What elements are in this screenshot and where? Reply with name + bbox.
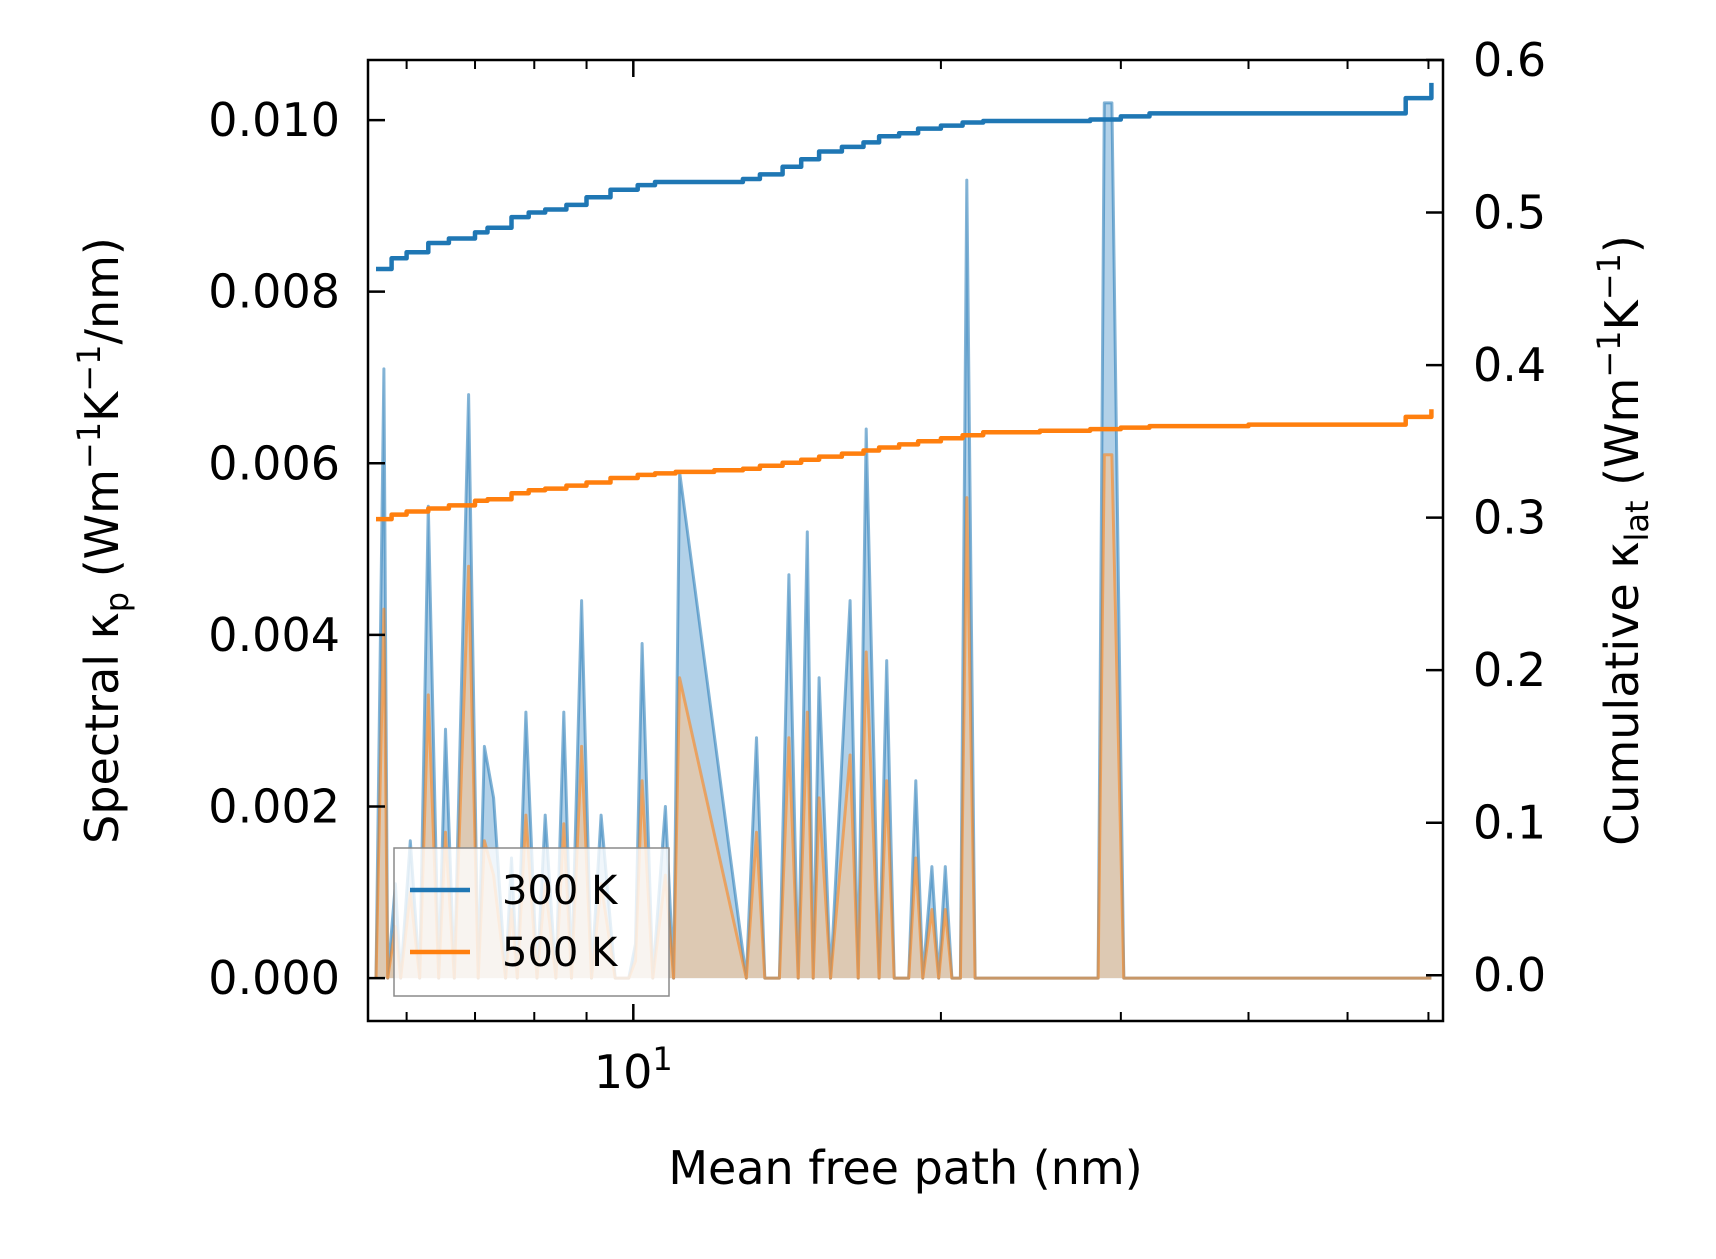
y-left-axis-title: Spectral κp (Wm−1K−1/nm) — [70, 237, 136, 844]
plot-frame — [366, 58, 1445, 1023]
y-left-tick-label: 0.008 — [208, 265, 340, 319]
y-right-tick-label: 0.1 — [1473, 796, 1546, 850]
y-right-tick-label: 0.6 — [1473, 33, 1546, 87]
y-left-tick-label: 0.006 — [208, 436, 340, 490]
y-right-tick-label: 0.0 — [1473, 948, 1546, 1002]
y-left-tick-label: 0.002 — [208, 779, 340, 833]
axes-layer — [366, 58, 1445, 1023]
y-left-tick-label: 0.010 — [208, 93, 340, 147]
y-left-tick-label: 0.000 — [208, 951, 340, 1005]
legend-label-500k: 500 K — [502, 930, 619, 976]
y-right-axis-title: Cumulative κlat (Wm−1K−1) — [1590, 235, 1656, 846]
cumulative-line-300k — [376, 82, 1434, 272]
text-layer: 0.000 0.002 0.004 0.006 0.008 0.010 0.0 0.1 0.2 0… — [70, 33, 1656, 1195]
legend: 300 K 500 K — [393, 847, 670, 997]
y-right-tick-label: 0.3 — [1473, 491, 1546, 545]
y-right-tick-label: 0.4 — [1473, 338, 1546, 392]
x-axis-title: Mean free path (nm) — [668, 1141, 1142, 1195]
legend-label-300k: 300 K — [502, 868, 619, 914]
y-right-tick-label: 0.5 — [1473, 186, 1546, 240]
line-layer — [376, 82, 1434, 522]
y-right-tick-label: 0.2 — [1473, 643, 1546, 697]
cumulative-line-500k — [376, 409, 1434, 522]
y-left-tick-label: 0.004 — [208, 608, 340, 662]
x-tick-label: 101 — [594, 1040, 673, 1099]
legend-box — [393, 847, 670, 997]
